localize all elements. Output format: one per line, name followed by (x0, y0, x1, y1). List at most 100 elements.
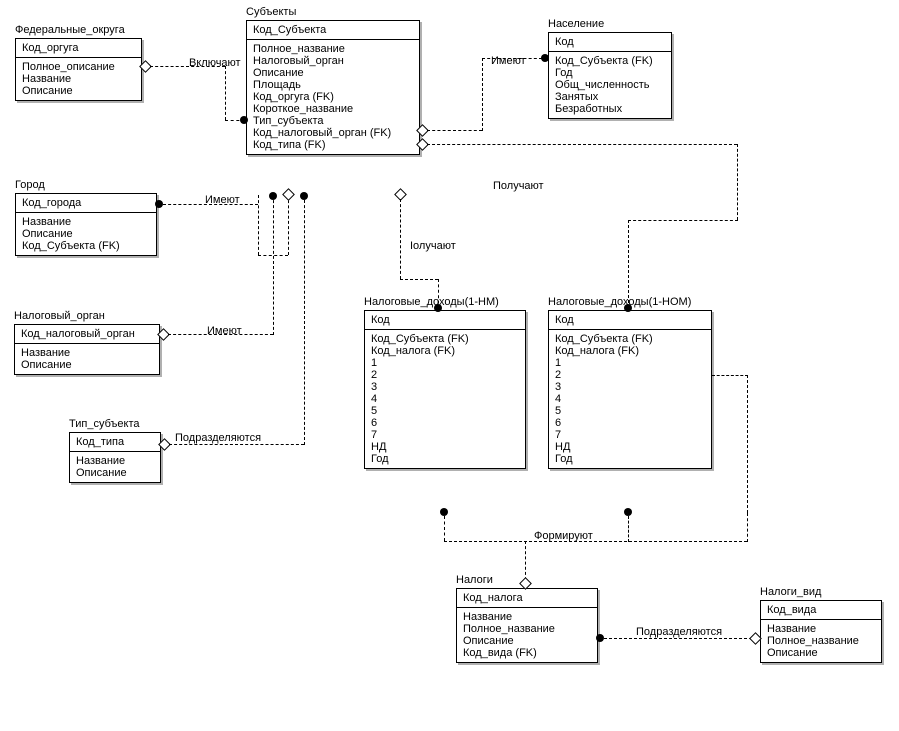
attr: Полное_название (463, 623, 591, 635)
attr: Код_Субъекта (FK) (555, 333, 705, 345)
pk-taxincome2: Код (549, 311, 711, 330)
rel-line (288, 195, 289, 255)
rel-line (427, 130, 482, 131)
entity-title-taxincome2: Налоговые_доходы(1-НОМ) (548, 296, 691, 308)
pk-taxes: Код_налога (457, 589, 597, 608)
entity-subjects: Код_Субъекта Полное_название Налоговый_о… (246, 20, 420, 155)
rel-line (604, 638, 752, 639)
attr: Название (76, 455, 154, 467)
attr: Название (22, 73, 135, 85)
rel-line (444, 541, 747, 542)
attr: Описание (253, 67, 413, 79)
rel-line (628, 516, 629, 542)
attr: 7 (555, 429, 705, 441)
rel-label-have2: Имеют (207, 325, 242, 337)
rel-line (737, 144, 738, 220)
entity-title-taxorgan: Налоговый_орган (14, 310, 105, 322)
pk-fedokr: Код_оргуга (16, 39, 141, 58)
dot-icon (624, 508, 632, 516)
dot-icon (155, 200, 163, 208)
attr: 6 (371, 417, 519, 429)
dot-icon (240, 116, 248, 124)
attr: Код_Субъекта (FK) (555, 55, 665, 67)
diamond-icon (282, 188, 295, 201)
rel-label-have1: Имеют (205, 194, 240, 206)
attr: Название (767, 623, 875, 635)
attr: НД (371, 441, 519, 453)
entity-subjecttype: Код_типа Название Описание (69, 432, 161, 483)
entity-taxorgan: Код_налоговый_орган Название Описание (14, 324, 160, 375)
attr: Налоговый_орган (253, 55, 413, 67)
attr: 3 (555, 381, 705, 393)
rel-line (628, 220, 738, 221)
attr: Код_налога (FK) (371, 345, 519, 357)
attr: Площадь (253, 79, 413, 91)
attr: Описание (21, 359, 153, 371)
attr: 4 (555, 393, 705, 405)
rel-line (525, 541, 526, 580)
attr: Описание (76, 467, 154, 479)
attr: Тип_субъекта (253, 115, 413, 127)
entity-title-taxincome1: Налоговые_доходы(1-НМ) (364, 296, 499, 308)
entity-title-city: Город (15, 179, 45, 191)
entity-title-population: Население (548, 18, 604, 30)
entity-title-fedokr: Федеральные_округа (15, 24, 125, 36)
rel-line (747, 375, 748, 513)
attr: Код_типа (FK) (253, 139, 413, 151)
pk-subjects: Код_Субъекта (247, 21, 419, 40)
dot-icon (624, 304, 632, 312)
attr: 4 (371, 393, 519, 405)
attr: 7 (371, 429, 519, 441)
attr: 6 (555, 417, 705, 429)
attr: Полное_описание (22, 61, 135, 73)
attr: Код_налоговый_орган (FK) (253, 127, 413, 139)
attr: Код_налога (FK) (555, 345, 705, 357)
rel-label-form: Формируют (534, 530, 593, 542)
rel-label-receive: Получают (493, 180, 544, 192)
rel-line (400, 199, 401, 279)
entity-taxincome2: Код Код_Субъекта (FK) Код_налога (FK) 1 … (548, 310, 712, 469)
rel-label-have3: Имеют (491, 55, 526, 67)
attrs-city: Название Описание Код_Субъекта (FK) (16, 213, 156, 255)
rel-line (628, 220, 629, 308)
attr: НД (555, 441, 705, 453)
rel-line (747, 513, 748, 542)
attr: Название (21, 347, 153, 359)
entity-title-subjecttype: Тип_субъекта (69, 418, 139, 430)
attr: 3 (371, 381, 519, 393)
entity-city: Код_города Название Описание Код_Субъект… (15, 193, 157, 256)
pk-taxkind: Код_вида (761, 601, 881, 620)
entity-taxincome1: Код Код_Субъекта (FK) Код_налога (FK) 1 … (364, 310, 526, 469)
pk-taxorgan: Код_налоговый_орган (15, 325, 159, 344)
attrs-population: Код_Субъекта (FK) Год Общ_численность За… (549, 52, 671, 118)
rel-line (304, 195, 305, 445)
attrs-taxes: Название Полное_название Описание Код_ви… (457, 608, 597, 662)
rel-line (400, 279, 438, 280)
rel-line (427, 144, 737, 145)
attr: Год (555, 67, 665, 79)
attr: Код_оргуга (FK) (253, 91, 413, 103)
dot-icon (434, 304, 442, 312)
rel-label-receive2: Іолучают (410, 240, 456, 252)
attr: 2 (555, 369, 705, 381)
rel-line (273, 195, 274, 335)
attr: Описание (463, 635, 591, 647)
rel-label-subdivide1: Подразделяются (175, 432, 261, 444)
attr: Описание (22, 228, 150, 240)
attrs-subjects: Полное_название Налоговый_орган Описание… (247, 40, 419, 154)
rel-line (712, 375, 748, 376)
pk-subjecttype: Код_типа (70, 433, 160, 452)
attrs-taxorgan: Название Описание (15, 344, 159, 374)
dot-icon (300, 192, 308, 200)
rel-line (444, 516, 445, 541)
rel-line (169, 444, 304, 445)
entity-population: Код Код_Субъекта (FK) Год Общ_численност… (548, 32, 672, 119)
dot-icon (541, 54, 549, 62)
rel-line (482, 58, 483, 131)
attr: Общ_численность (555, 79, 665, 91)
attr: Год (371, 453, 519, 465)
attr: Занятых (555, 91, 665, 103)
rel-line (258, 195, 259, 255)
attr: Код_Субъекта (FK) (371, 333, 519, 345)
dot-icon (440, 508, 448, 516)
